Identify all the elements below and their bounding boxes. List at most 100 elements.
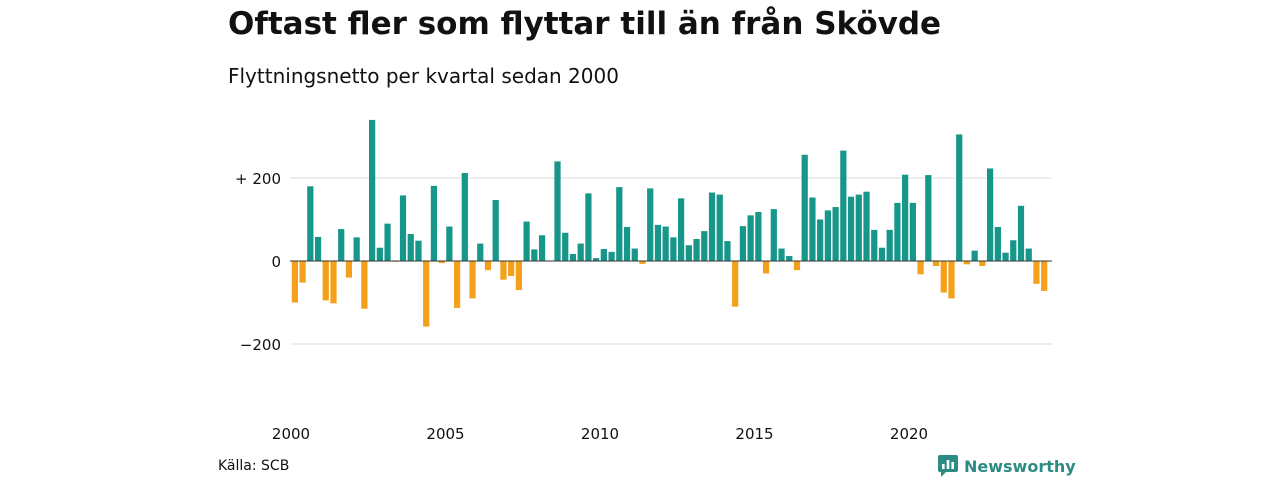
bar (593, 258, 600, 261)
bar (608, 251, 615, 261)
bar (840, 150, 847, 261)
brand-logo: Newsworthy (938, 455, 1076, 477)
y-tick-label: −200 (240, 336, 281, 354)
bar (453, 261, 461, 308)
bar (902, 174, 909, 261)
bar (384, 223, 391, 261)
bar (678, 198, 685, 261)
bar (670, 237, 677, 261)
bar (1033, 261, 1040, 284)
bar (809, 197, 816, 261)
bar (956, 134, 963, 261)
bar (824, 210, 831, 261)
bar (314, 236, 322, 261)
bar (299, 261, 306, 283)
bar (322, 261, 329, 301)
bar (971, 250, 978, 262)
bar (894, 202, 901, 261)
bar (523, 221, 530, 261)
x-tick-label: 2005 (426, 425, 464, 443)
bar (569, 253, 577, 261)
bar (793, 261, 801, 271)
x-tick-label: 2000 (272, 425, 310, 443)
bar (801, 154, 808, 261)
bar (871, 229, 878, 262)
bar (863, 191, 870, 261)
bar (585, 193, 592, 261)
bar (531, 249, 538, 261)
bar (662, 226, 669, 262)
bar (1010, 240, 1017, 261)
bar (508, 261, 515, 276)
bar (1017, 205, 1025, 262)
bar (770, 209, 777, 262)
bar (1041, 261, 1048, 291)
source-note: Källa: SCB (218, 458, 290, 474)
bar (762, 261, 770, 274)
bar (369, 119, 376, 262)
bar (623, 226, 631, 261)
x-tick-label: 2015 (735, 425, 773, 443)
bar (338, 229, 345, 261)
bar (847, 196, 855, 262)
bar (1025, 248, 1032, 261)
bar (786, 256, 793, 261)
bar (562, 232, 569, 261)
bar (500, 261, 507, 280)
bar (647, 188, 654, 262)
bar (855, 194, 862, 261)
bar (739, 226, 747, 261)
bar (1002, 252, 1009, 261)
bar (716, 194, 723, 261)
bar (469, 261, 476, 299)
bar (963, 261, 971, 265)
bar (878, 247, 886, 261)
bar (407, 234, 414, 261)
bar (940, 261, 947, 293)
bar (353, 237, 360, 261)
bar (886, 229, 893, 262)
bar (538, 235, 546, 261)
bar (399, 195, 407, 261)
bar (446, 226, 453, 262)
bar (693, 239, 700, 261)
chart-subtitle: Flyttningsnetto per kvartal sedan 2000 (228, 64, 619, 88)
bar (747, 215, 754, 261)
bar (631, 248, 638, 261)
bar (909, 202, 916, 261)
bar (724, 241, 731, 261)
x-tick-label: 2010 (581, 425, 619, 443)
bar (817, 219, 824, 261)
y-tick-label: 0 (271, 253, 281, 271)
bar (616, 187, 623, 261)
bar (477, 243, 484, 261)
newsworthy-chart-icon (938, 455, 958, 477)
bar (415, 240, 422, 261)
bar (600, 248, 607, 262)
bar (438, 261, 445, 264)
bar (639, 261, 646, 264)
bar (423, 261, 430, 327)
bar (732, 261, 739, 307)
bar (307, 186, 314, 261)
y-tick-label: + 200 (235, 170, 281, 188)
bar (577, 243, 584, 261)
x-tick-label: 2020 (890, 425, 928, 443)
bar (932, 261, 940, 266)
bar (484, 261, 492, 271)
bar (291, 261, 298, 303)
bar (708, 192, 716, 261)
bar (925, 175, 932, 261)
bar (492, 200, 499, 261)
bar (685, 245, 692, 261)
bar (376, 247, 383, 261)
bar (345, 261, 353, 278)
bar (948, 261, 955, 299)
bar (917, 261, 924, 275)
brand-name: Newsworthy (964, 456, 1076, 476)
bar (755, 212, 762, 261)
bar (430, 185, 438, 261)
bar (994, 226, 1001, 261)
bar (461, 173, 468, 261)
